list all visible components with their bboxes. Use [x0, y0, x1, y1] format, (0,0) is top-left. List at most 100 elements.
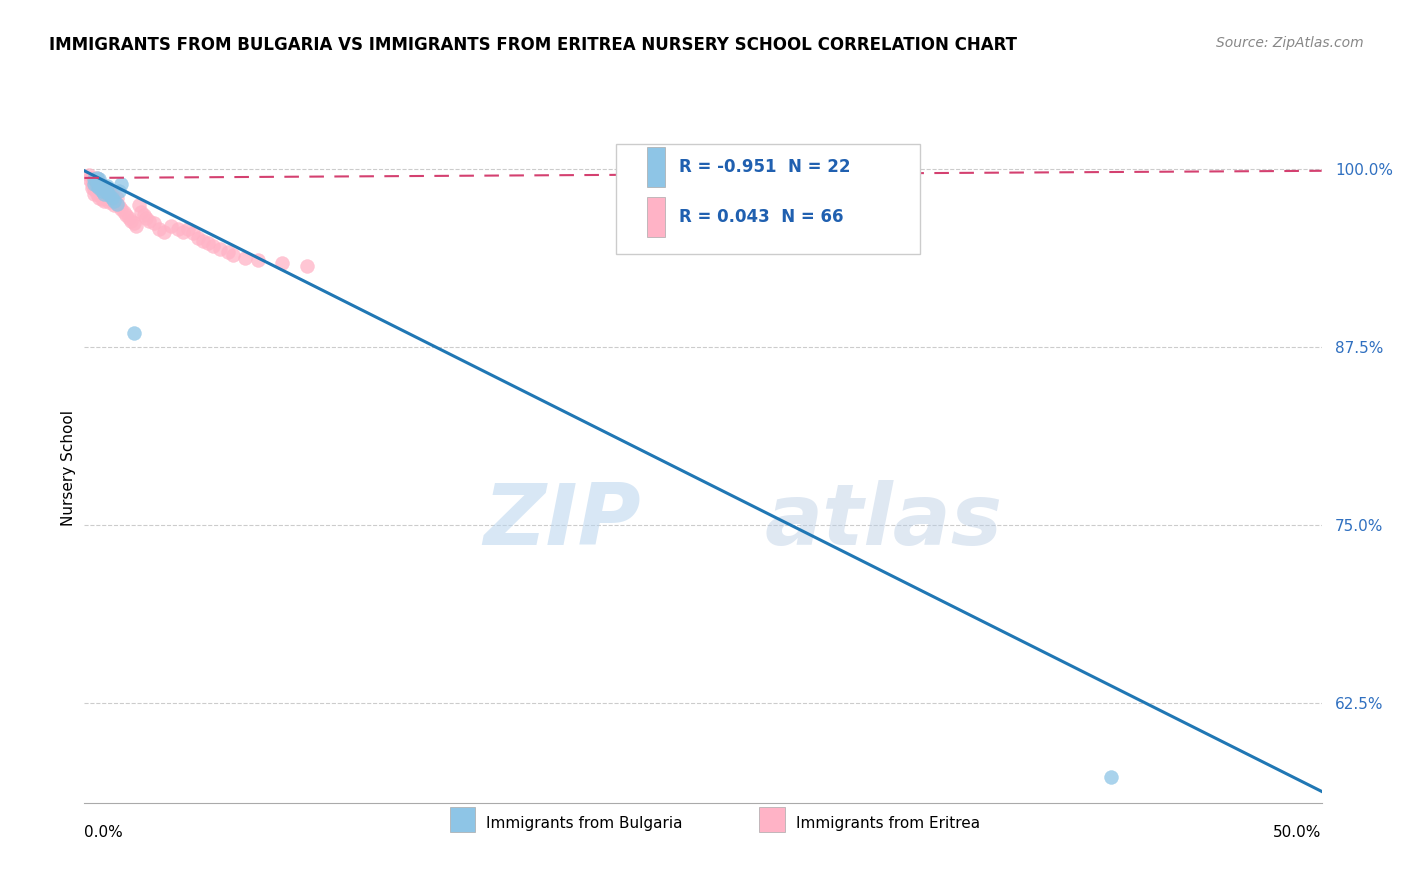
Point: [202, 239, 225, 253]
Point: [89, 172, 111, 186]
Point: [86, 181, 108, 195]
Point: [83, 172, 105, 186]
Point: [122, 326, 145, 340]
Point: [108, 184, 131, 198]
Point: [96, 191, 118, 205]
Text: 0.0%: 0.0%: [84, 825, 124, 840]
Point: [103, 194, 125, 208]
Text: Source: ZipAtlas.com: Source: ZipAtlas.com: [1216, 36, 1364, 50]
Point: [93, 194, 115, 208]
Point: [120, 213, 142, 227]
Point: [1099, 770, 1122, 784]
Point: [80, 170, 103, 185]
Point: [80, 181, 103, 195]
Point: [129, 205, 152, 219]
Point: [177, 222, 200, 236]
Point: [110, 177, 132, 191]
Point: [93, 186, 115, 201]
Point: [122, 217, 145, 231]
Point: [217, 244, 239, 259]
Point: [118, 211, 141, 225]
Point: [138, 213, 160, 227]
Point: [90, 178, 112, 192]
Point: [152, 225, 174, 239]
Point: [295, 259, 318, 273]
Point: [89, 185, 111, 199]
Text: R = 0.043  N = 66: R = 0.043 N = 66: [679, 209, 844, 227]
Point: [86, 175, 108, 189]
Text: 50.0%: 50.0%: [1274, 825, 1322, 840]
Point: [83, 177, 105, 191]
Point: [98, 195, 121, 210]
Point: [86, 186, 108, 201]
Point: [79, 172, 101, 186]
Y-axis label: Nursery School: Nursery School: [60, 410, 76, 526]
Point: [86, 175, 108, 189]
Point: [96, 185, 118, 199]
Point: [89, 177, 111, 191]
Point: [172, 225, 194, 239]
Point: [89, 175, 111, 189]
Point: [167, 222, 190, 236]
Point: [98, 189, 121, 203]
Point: [148, 222, 170, 236]
Point: [191, 234, 214, 248]
Point: [222, 248, 245, 262]
Point: [100, 188, 122, 202]
Point: [105, 191, 128, 205]
Text: atlas: atlas: [765, 480, 1002, 564]
Point: [187, 230, 209, 244]
Point: [98, 184, 121, 198]
Point: [90, 192, 112, 206]
Point: [246, 253, 269, 268]
Point: [86, 179, 108, 194]
Point: [83, 177, 105, 191]
Bar: [647, 147, 665, 187]
Point: [96, 185, 118, 199]
Point: [271, 256, 294, 270]
Point: [233, 251, 256, 265]
Point: [89, 179, 111, 194]
Point: [100, 191, 122, 205]
Text: R = -0.951  N = 22: R = -0.951 N = 22: [679, 158, 851, 177]
Point: [90, 181, 112, 195]
Point: [98, 188, 121, 202]
Point: [79, 168, 101, 182]
Point: [135, 211, 157, 225]
Bar: [647, 197, 665, 237]
Point: [108, 199, 131, 213]
Point: [197, 236, 219, 251]
Point: [209, 242, 232, 256]
Point: [93, 181, 115, 195]
Point: [103, 192, 125, 206]
Point: [128, 198, 150, 212]
Point: [93, 182, 115, 196]
Point: [86, 170, 108, 185]
Point: [115, 208, 138, 222]
Point: [83, 182, 105, 196]
Point: [83, 186, 105, 201]
Point: [125, 219, 148, 234]
Point: [86, 170, 108, 185]
Point: [142, 217, 165, 231]
Point: [132, 208, 155, 222]
Point: [96, 179, 118, 194]
Point: [110, 202, 132, 217]
FancyBboxPatch shape: [616, 144, 920, 254]
Text: Immigrants from Eritrea: Immigrants from Eritrea: [796, 816, 980, 830]
Point: [90, 184, 112, 198]
Text: Immigrants from Bulgaria: Immigrants from Bulgaria: [486, 816, 683, 830]
Text: IMMIGRANTS FROM BULGARIA VS IMMIGRANTS FROM ERITREA NURSERY SCHOOL CORRELATION C: IMMIGRANTS FROM BULGARIA VS IMMIGRANTS F…: [49, 36, 1017, 54]
Point: [83, 172, 105, 186]
Point: [105, 196, 128, 211]
Point: [89, 181, 111, 195]
Point: [112, 205, 135, 219]
Text: ZIP: ZIP: [484, 480, 641, 564]
Point: [100, 194, 122, 208]
Point: [80, 177, 103, 191]
Point: [181, 227, 204, 241]
Point: [103, 198, 125, 212]
Point: [93, 188, 115, 202]
Point: [105, 196, 128, 211]
Point: [89, 191, 111, 205]
